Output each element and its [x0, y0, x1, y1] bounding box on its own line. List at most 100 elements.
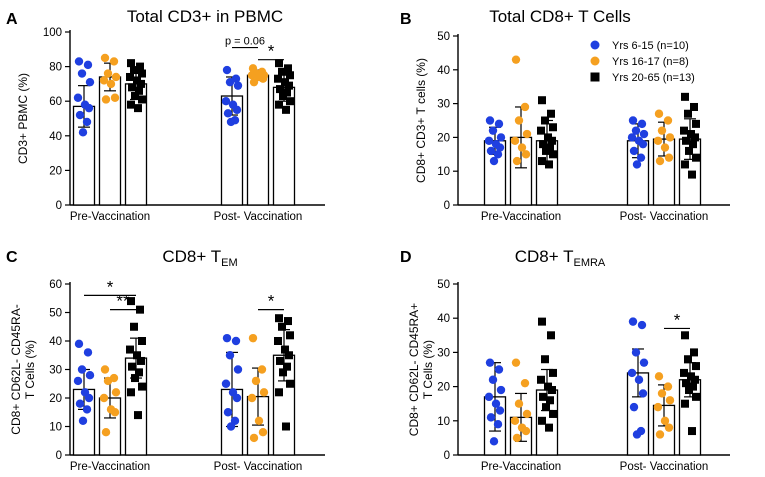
data-point — [682, 137, 690, 145]
data-point — [681, 93, 689, 101]
data-point — [630, 403, 638, 411]
data-point — [275, 59, 283, 67]
data-point — [692, 120, 700, 128]
data-point — [515, 400, 523, 408]
x-category-label: Post- Vaccination — [214, 461, 303, 473]
data-point — [522, 427, 530, 435]
data-point — [684, 355, 692, 363]
data-point — [78, 69, 86, 77]
data-point — [546, 396, 554, 404]
y-axis-label: T Cells (%) — [23, 340, 37, 399]
data-point — [538, 318, 546, 326]
data-point — [549, 150, 557, 158]
data-point — [680, 127, 688, 135]
data-point — [640, 130, 648, 138]
data-point — [487, 413, 495, 421]
data-point — [638, 120, 646, 128]
y-tick-label: 50 — [437, 279, 450, 291]
data-point — [276, 85, 284, 93]
data-point — [110, 57, 118, 65]
data-point — [112, 388, 120, 396]
data-point — [523, 410, 531, 418]
y-tick-label: 60 — [49, 279, 62, 291]
data-point — [655, 110, 663, 118]
data-point — [111, 94, 119, 102]
y-tick-label: 20 — [49, 165, 62, 177]
y-tick-label: 10 — [49, 422, 62, 434]
data-point — [224, 408, 232, 416]
data-point — [638, 321, 646, 329]
data-point — [286, 97, 294, 105]
x-category-label: Pre-Vaccination — [481, 461, 561, 473]
data-point — [654, 403, 662, 411]
panel-title: CD8+ TEMRA — [515, 247, 606, 269]
significance-label: * — [268, 292, 275, 311]
data-point — [78, 365, 86, 373]
data-point — [232, 337, 240, 345]
data-point — [260, 388, 268, 396]
y-axis-label: CD8+ CD62L- CD45RA+ — [407, 303, 421, 436]
data-point — [85, 394, 93, 402]
data-point — [74, 377, 82, 385]
data-point — [542, 403, 550, 411]
x-category-label: Post- Vaccination — [620, 461, 709, 473]
data-point — [640, 358, 648, 366]
y-axis-label: T Cells (%) — [421, 340, 435, 399]
data-point — [85, 104, 93, 112]
data-point — [102, 428, 110, 436]
data-point — [542, 147, 550, 155]
data-point — [286, 380, 294, 388]
y-tick-label: 40 — [437, 313, 450, 325]
data-point — [511, 417, 519, 425]
data-point — [226, 78, 234, 86]
legend-marker-g1 — [591, 41, 600, 50]
data-point — [276, 357, 284, 365]
data-point — [658, 126, 666, 134]
y-tick-label: 20 — [437, 382, 450, 394]
data-point — [259, 428, 267, 436]
data-point — [494, 420, 502, 428]
data-point — [485, 393, 493, 401]
data-point — [549, 369, 557, 377]
data-point — [275, 388, 283, 396]
data-point — [515, 116, 523, 124]
data-point — [223, 66, 231, 74]
data-point — [285, 351, 293, 359]
data-point — [549, 410, 557, 418]
data-point — [688, 171, 696, 179]
y-axis-label: CD8+ CD62L- CD45RA- — [9, 304, 23, 434]
data-point — [513, 434, 521, 442]
data-point — [512, 358, 520, 366]
data-point — [486, 116, 494, 124]
data-point — [538, 157, 546, 165]
panel-a: A Total CD3+ in PBMC CD3+ PBMC (%) 0 20 40 60 8… — [6, 7, 325, 223]
data-point — [685, 386, 693, 394]
data-point — [76, 400, 84, 408]
data-point — [682, 379, 690, 387]
data-point — [226, 351, 234, 359]
data-point — [497, 133, 505, 141]
data-point — [138, 383, 146, 391]
data-point — [664, 116, 672, 124]
data-point — [664, 382, 672, 390]
data-point — [136, 306, 144, 314]
y-tick-label: 30 — [49, 365, 62, 377]
data-point — [227, 118, 235, 126]
data-point — [639, 140, 647, 148]
data-point — [282, 106, 290, 114]
panel-c: C CD8+ TEMCD8+ CD62L- CD45RA- T Cells (%)0… — [6, 247, 325, 473]
data-point — [537, 127, 545, 135]
legend: Yrs 6-15 (n=10) Yrs 16-17 (n=8) Yrs 20-6… — [591, 40, 695, 84]
data-point — [79, 417, 87, 425]
data-point — [541, 355, 549, 363]
data-point — [248, 394, 256, 402]
data-point — [250, 434, 258, 442]
data-point — [75, 340, 83, 348]
legend-label-g3: Yrs 20-65 (n=13) — [612, 72, 695, 84]
data-point — [86, 371, 94, 379]
data-point — [522, 150, 530, 158]
data-point — [685, 147, 693, 155]
data-point — [126, 73, 134, 81]
data-point — [661, 143, 669, 151]
data-point — [101, 365, 109, 373]
